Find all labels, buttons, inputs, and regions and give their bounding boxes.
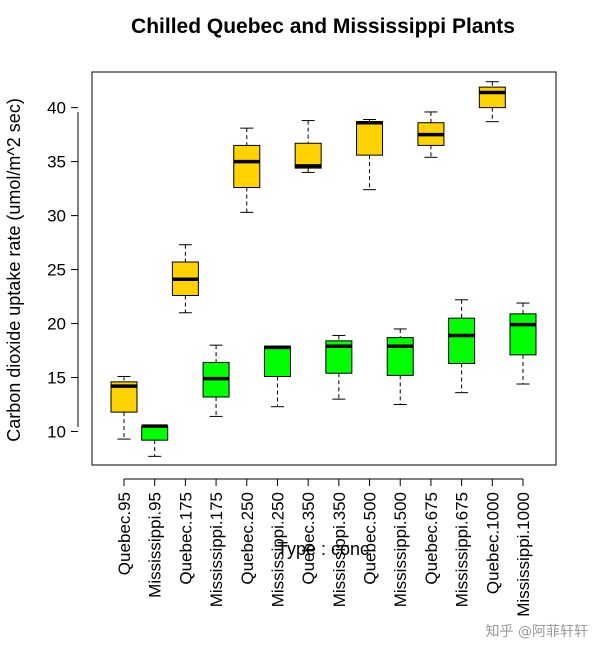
box-quebec-250 (233, 127, 261, 213)
y-tick-label: 30 (47, 207, 66, 226)
iqr-box (448, 317, 476, 365)
chart-title: Chilled Quebec and Mississippi Plants (131, 15, 515, 38)
box-quebec-350 (294, 120, 322, 173)
x-axis-label: Type : conc (277, 539, 369, 559)
x-tick-label: Mississippi.500 (391, 492, 410, 607)
iqr-box (509, 313, 537, 356)
x-tick-label: Mississippi.1000 (514, 492, 533, 617)
y-tick-label: 40 (47, 99, 66, 118)
y-axis-label: Carbon dioxide uptake rate (umol/m^2 sec… (4, 98, 24, 442)
iqr-box (478, 86, 506, 109)
x-tick-label: Quebec.500 (361, 492, 380, 585)
x-tick-label: Mississippi.175 (207, 492, 226, 607)
iqr-box (263, 345, 291, 377)
x-tick-label: Mississippi.350 (330, 492, 349, 607)
y-tick-label: 35 (47, 153, 66, 172)
iqr-box (294, 142, 322, 169)
x-tick-label: Mississippi.250 (268, 492, 287, 607)
x-tick-label: Quebec.1000 (483, 492, 502, 594)
box-mississippi-500 (386, 328, 414, 406)
box-mississippi-175 (202, 344, 230, 417)
x-tick-label: Quebec.95 (115, 492, 134, 575)
y-tick-label: 15 (47, 369, 66, 388)
watermark: 知乎 @阿菲轩轩 (486, 623, 588, 640)
x-tick-label: Quebec.350 (299, 492, 318, 585)
box-quebec-175 (171, 244, 199, 314)
box-quebec-1000 (478, 81, 506, 123)
box-mississippi-95 (141, 424, 169, 457)
x-tick-label: Quebec.250 (238, 492, 257, 585)
iqr-box (141, 425, 169, 441)
x-tick-label: Mississippi.95 (146, 492, 165, 598)
x-tick-label: Mississippi.675 (453, 492, 472, 607)
iqr-box (356, 121, 384, 156)
iqr-box (386, 337, 414, 376)
y-ticks: 10 15 20 25 30 35 40 (47, 99, 78, 442)
y-tick-label: 10 (47, 423, 66, 442)
x-ticks: Quebec.95 Mississippi.95 Quebec.175 Mississ… (115, 478, 533, 617)
x-tick-label: Quebec.175 (176, 492, 195, 585)
box-quebec-675 (417, 111, 445, 158)
box-mississippi-250 (263, 345, 291, 408)
boxes (110, 81, 537, 457)
box-quebec-500 (356, 119, 384, 191)
iqr-box (233, 144, 261, 189)
box-mississippi-350 (325, 334, 353, 400)
y-tick-label: 20 (47, 315, 66, 334)
box-mississippi-1000 (509, 302, 537, 385)
box-quebec-95 (110, 375, 138, 440)
x-tick-label: Quebec.675 (422, 492, 441, 585)
y-tick-label: 25 (47, 261, 66, 280)
box-mississippi-675 (448, 299, 476, 394)
plot-frame (91, 71, 557, 466)
